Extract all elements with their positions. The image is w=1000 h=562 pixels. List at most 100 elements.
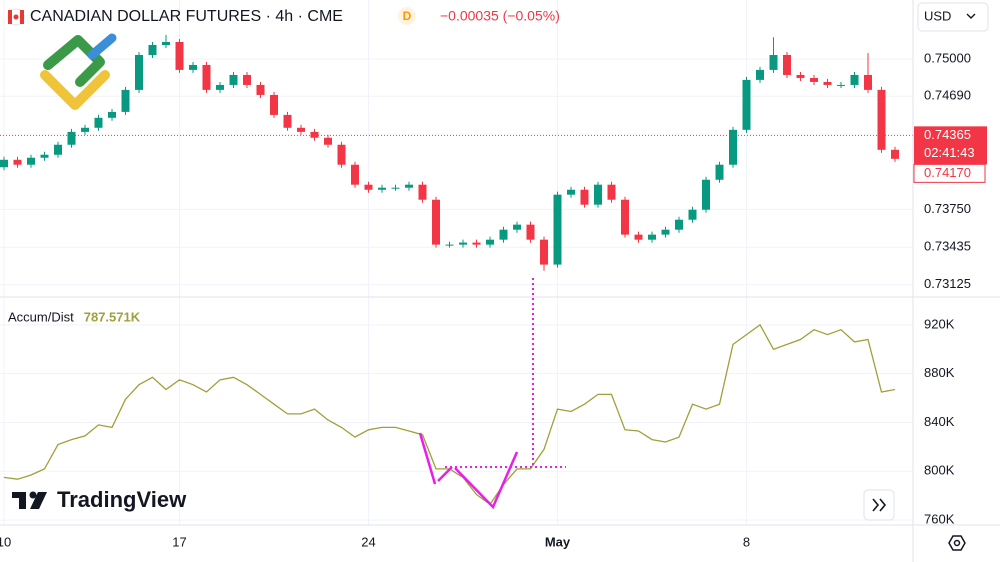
candle-body — [823, 81, 832, 85]
flag-icon — [8, 10, 12, 24]
marks — [0, 34, 913, 506]
y-tick-label: 0.75000 — [924, 50, 971, 65]
candle-body — [175, 41, 184, 70]
y-tick-label: 0.74690 — [924, 88, 971, 103]
candle-body — [486, 239, 494, 245]
logo-part — [87, 33, 117, 60]
candle-body — [337, 144, 346, 165]
candle-body — [742, 79, 751, 130]
candle-body — [796, 74, 805, 78]
settings-button[interactable] — [948, 535, 966, 551]
candle-body — [540, 239, 548, 265]
candle-body — [13, 159, 22, 165]
currency-button[interactable] — [917, 2, 989, 32]
watermark-icon — [19, 492, 26, 509]
watermark-icon — [30, 492, 47, 509]
candle-body — [202, 64, 211, 90]
candle-body — [688, 209, 697, 220]
y-tick-label: 880K — [924, 365, 955, 380]
last-price-label: 0.74170 — [924, 165, 971, 180]
drawing-line — [454, 451, 519, 510]
logo-part — [40, 70, 110, 110]
price-change: −0.00035 (−0.05%) — [440, 8, 560, 24]
y-tick-label: 0.73125 — [924, 276, 971, 291]
candle-body — [472, 242, 481, 245]
candle-body — [148, 45, 157, 55]
y-tick-label: 0.73435 — [924, 239, 971, 254]
y-tick-label: 760K — [924, 512, 955, 527]
badge-bg — [398, 7, 416, 25]
flag-icon — [20, 10, 24, 24]
candle-body — [580, 189, 589, 205]
x-tick-label: 8 — [743, 534, 750, 549]
candle-body — [445, 244, 454, 246]
candle-body — [607, 184, 616, 200]
candle-body — [108, 111, 116, 118]
x-tick-label: 10 — [0, 534, 11, 549]
candle-body — [837, 84, 845, 86]
candle-body — [891, 149, 899, 159]
candle-body — [513, 224, 521, 230]
candle-body — [297, 127, 305, 132]
current-price-label: 0.74365 — [924, 127, 971, 142]
candle-body — [229, 74, 238, 85]
candle-body — [270, 94, 278, 115]
candle-body — [675, 219, 683, 230]
candle-body — [40, 154, 49, 158]
candle-body — [189, 64, 197, 70]
axis-labels: 10 17 24 May 8 0.75000 0.74690 0.73750 0.73435 0.… — [0, 50, 987, 549]
candle-body — [756, 69, 764, 80]
candle-body — [729, 129, 737, 165]
last-price-box — [913, 163, 986, 183]
candle-body — [283, 114, 292, 128]
candle-body — [661, 229, 670, 235]
badge: D — [403, 9, 412, 23]
indicator-value: 787.571K — [84, 309, 141, 324]
candle-body — [459, 242, 467, 245]
candle-body — [310, 131, 319, 138]
candle-body — [499, 229, 508, 240]
dropdown-arrow — [966, 13, 976, 19]
candle-body — [94, 117, 103, 128]
candle-body — [810, 77, 818, 82]
candle-body — [0, 159, 8, 168]
candle-body — [567, 189, 575, 195]
candle-body — [634, 234, 643, 240]
drawing-line — [418, 432, 437, 485]
countdown: 02:41:43 — [924, 145, 975, 160]
candle-body — [418, 184, 427, 200]
candle-body — [324, 137, 332, 145]
candle-body — [621, 199, 629, 235]
candle-body — [54, 144, 62, 155]
candle-body — [526, 224, 535, 240]
candle-body — [864, 74, 872, 90]
candle-body — [27, 157, 35, 165]
drawings — [418, 278, 566, 510]
y-tick-label: 920K — [924, 316, 955, 331]
watermark-icon — [12, 491, 47, 509]
candle-body — [351, 164, 359, 185]
candle-body — [715, 164, 724, 180]
currency[interactable]: USD — [924, 8, 951, 23]
candle-body — [432, 199, 440, 245]
candle-body — [850, 74, 859, 85]
candle-body — [243, 74, 251, 85]
candle-body — [553, 194, 562, 265]
y-tick-label: 0.73750 — [924, 201, 971, 216]
candle-body — [81, 127, 89, 132]
candle-body — [391, 187, 400, 189]
candle-body — [702, 179, 710, 210]
candle-body — [256, 84, 265, 95]
drawing-line — [437, 466, 453, 482]
x-tick-label: 24 — [361, 534, 375, 549]
candle-body — [67, 131, 76, 145]
current-price-box — [914, 126, 987, 165]
y-tick-label: 840K — [924, 414, 955, 429]
logo — [40, 33, 117, 110]
logo-part — [43, 35, 105, 87]
candle-body — [405, 184, 413, 188]
candle-body — [364, 184, 373, 190]
candle-body — [783, 54, 791, 75]
candle-body — [121, 89, 130, 112]
